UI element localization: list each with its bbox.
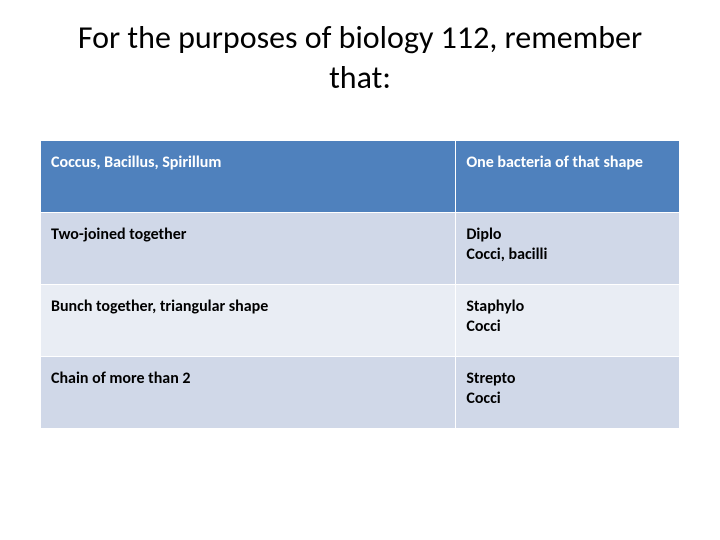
table-cell: StaphyloCocci	[456, 285, 680, 357]
bacteria-table: Coccus, Bacillus, Spirillum One bacteria…	[40, 140, 680, 429]
table-cell: Chain of more than 2	[41, 357, 456, 429]
page-title: For the purposes of biology 112, remembe…	[70, 18, 650, 98]
table-header-row: Coccus, Bacillus, Spirillum One bacteria…	[41, 141, 680, 213]
table-cell: Bunch together, triangular shape	[41, 285, 456, 357]
table-cell: StreptoCocci	[456, 357, 680, 429]
table-header-cell: One bacteria of that shape	[456, 141, 680, 213]
slide: For the purposes of biology 112, remembe…	[0, 0, 720, 540]
table-cell: DiploCocci, bacilli	[456, 213, 680, 285]
table-header-cell: Coccus, Bacillus, Spirillum	[41, 141, 456, 213]
table-cell: Two-joined together	[41, 213, 456, 285]
table-row: Two-joined together DiploCocci, bacilli	[41, 213, 680, 285]
table-row: Chain of more than 2 StreptoCocci	[41, 357, 680, 429]
table-row: Bunch together, triangular shape Staphyl…	[41, 285, 680, 357]
